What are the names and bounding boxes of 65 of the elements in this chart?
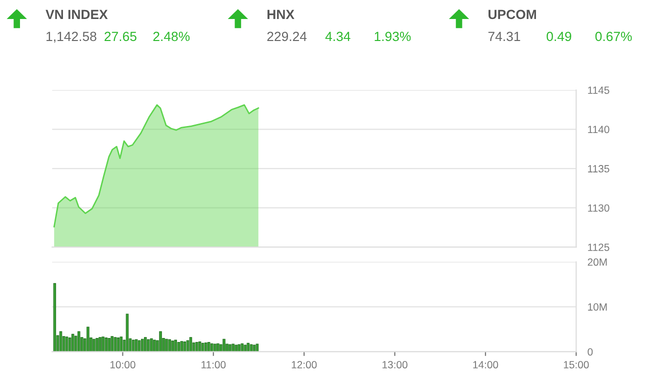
bar [59, 331, 62, 352]
bar [153, 340, 156, 352]
bar [120, 336, 123, 352]
bar [171, 340, 174, 352]
y-tick-label: 10M [588, 303, 607, 311]
bar [246, 342, 250, 352]
bar [165, 338, 168, 352]
bar [204, 342, 208, 352]
x-tick-label: 10:00 [110, 361, 136, 368]
bar [174, 340, 177, 352]
bar [102, 336, 104, 352]
bar [168, 339, 171, 352]
bar [214, 344, 216, 352]
bar [210, 343, 214, 352]
bar [147, 339, 150, 352]
bar [92, 338, 96, 352]
y-tick-label: 1145 [588, 86, 610, 94]
bar [96, 338, 98, 352]
bar [177, 342, 180, 352]
bar [240, 343, 244, 352]
x-tick-label: 15:00 [564, 361, 589, 368]
bar [110, 336, 114, 352]
bar [141, 338, 144, 352]
bar [108, 338, 110, 352]
text: 4.34 [325, 32, 350, 42]
bar [207, 342, 210, 352]
x-tick-label: 11:00 [202, 361, 226, 368]
y-tick-label: 0 [588, 348, 593, 356]
bar [183, 342, 186, 352]
bar [232, 344, 234, 352]
y-tick-label: 1135 [588, 165, 610, 172]
x-tick-label: 13:00 [382, 361, 408, 368]
text: 0.67% [595, 32, 632, 42]
x-tick-label: 12:00 [292, 361, 317, 368]
text: HNX [268, 10, 294, 19]
bar [180, 341, 184, 352]
text: 1.93% [374, 32, 411, 42]
text: UPCOM [488, 10, 536, 20]
text: 0.49 [546, 32, 572, 42]
y-tick-label: 1130 [588, 204, 610, 212]
bar [104, 338, 108, 352]
bar [222, 338, 226, 352]
bar [78, 331, 80, 352]
y-tick-label: 20M [588, 258, 607, 266]
bar [238, 344, 240, 352]
text: 74.31 [488, 32, 520, 42]
bar [98, 337, 102, 352]
bar [53, 283, 56, 352]
text: 2.48% [153, 32, 190, 42]
bar [144, 337, 147, 352]
bar [86, 326, 90, 352]
text: 1,142.58 [46, 32, 96, 43]
y-tick-label: 1140 [588, 126, 610, 134]
bar [244, 344, 247, 352]
y-tick-label: 1125 [588, 244, 610, 251]
text: 229.24 [267, 32, 307, 42]
bar [234, 344, 238, 352]
text: 27.65 [104, 32, 136, 42]
bar [126, 314, 129, 352]
bar [150, 338, 153, 352]
x-tick-label: 14:00 [473, 361, 498, 368]
bar [159, 331, 162, 352]
bar [216, 343, 220, 352]
text: VN INDEX [46, 10, 108, 19]
bar [228, 344, 232, 352]
